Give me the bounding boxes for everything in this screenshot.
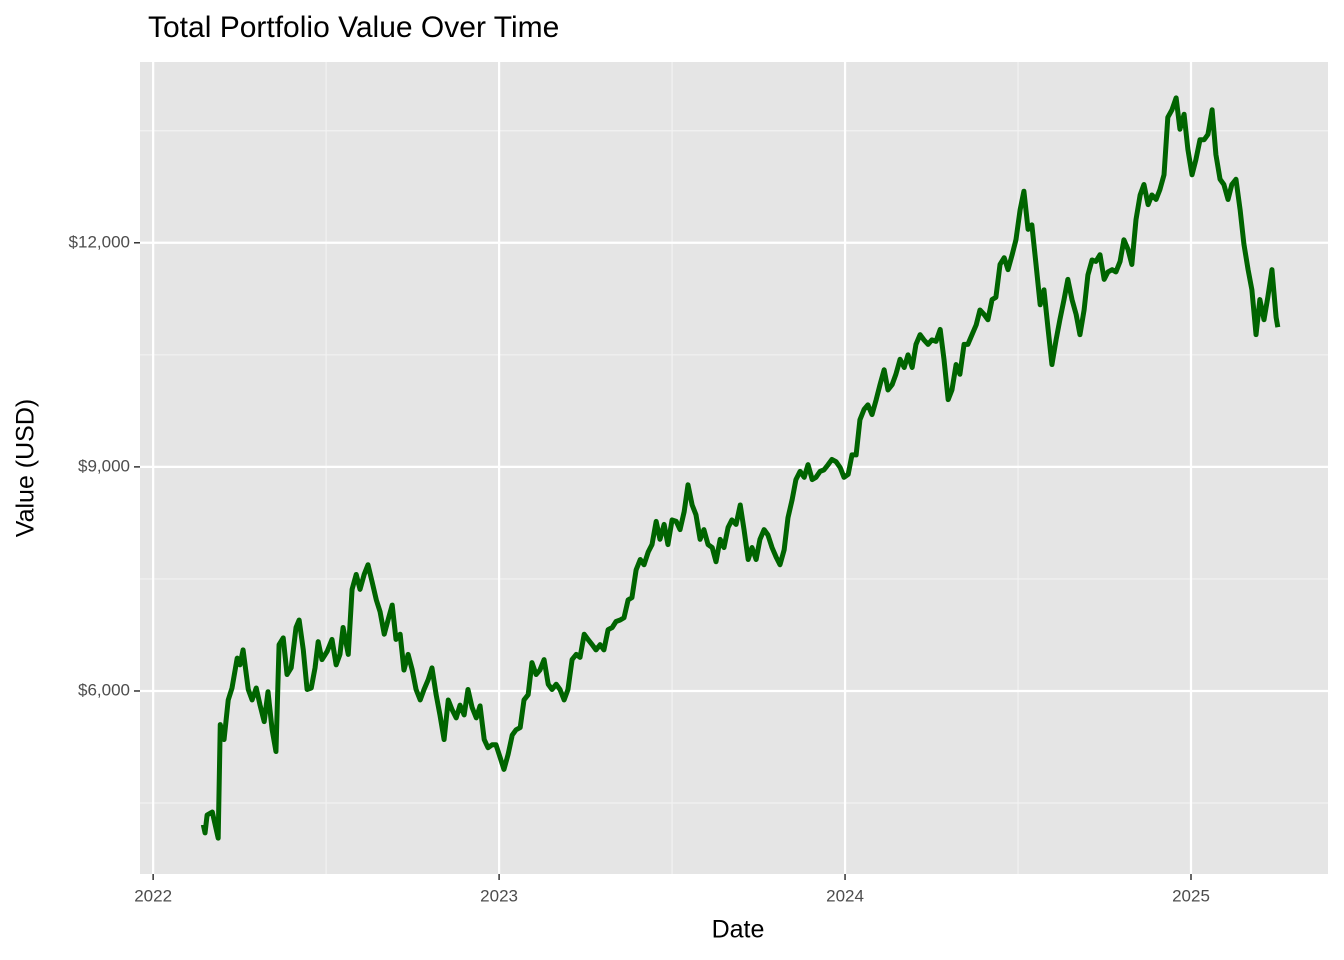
x-tick-label: 2025 bbox=[1172, 886, 1210, 905]
y-tick-label: $9,000 bbox=[78, 456, 130, 475]
y-axis-label: Value (USD) bbox=[12, 399, 40, 537]
y-tick-label: $12,000 bbox=[69, 232, 130, 251]
x-tick-label: 2024 bbox=[826, 886, 864, 905]
panel bbox=[140, 62, 1328, 874]
x-tick-label: 2022 bbox=[134, 886, 172, 905]
x-axis-label: Date bbox=[712, 916, 765, 944]
chart-title: Total Portfolio Value Over Time bbox=[148, 11, 559, 44]
y-tick-label: $6,000 bbox=[78, 680, 130, 699]
x-tick-label: 2023 bbox=[480, 886, 518, 905]
data-line bbox=[200, 95, 1281, 841]
